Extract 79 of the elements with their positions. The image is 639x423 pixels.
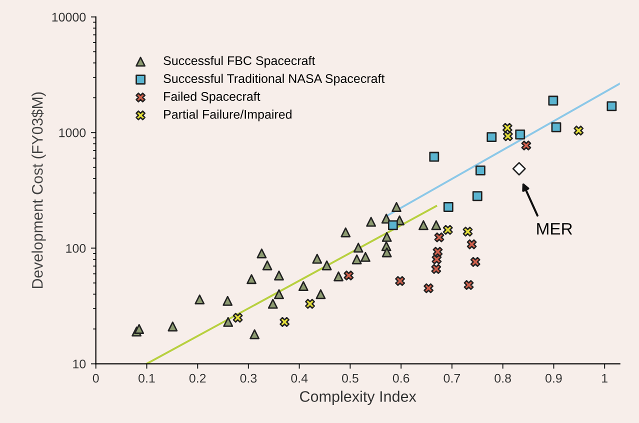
- y-axis-title: Development Cost (FY03$M): [31, 92, 46, 288]
- point: [502, 122, 512, 133]
- point: [232, 312, 243, 323]
- point: [312, 254, 322, 264]
- point: [268, 298, 278, 309]
- point: [134, 324, 144, 334]
- x-tick-label: 0.2: [189, 374, 206, 383]
- x-tick-label: 0.3: [240, 374, 257, 383]
- annotation: MER: [537, 223, 572, 235]
- y-tick-label: 100: [66, 244, 86, 253]
- point: [574, 126, 584, 136]
- y-tick-label: 10000: [52, 12, 86, 22]
- x-tick-label: 0.1: [138, 374, 155, 383]
- point: [548, 96, 558, 106]
- x-tick-label: 0.7: [444, 374, 460, 383]
- x-axis-title: Complexity Index: [300, 390, 416, 405]
- point: [392, 202, 402, 212]
- point: [322, 260, 332, 270]
- point: [486, 132, 497, 142]
- point: [298, 281, 308, 292]
- point: [606, 101, 617, 112]
- legend-label: Successful Traditional NASA Spacecraft: [164, 74, 385, 86]
- y-tick-label: 10: [73, 360, 86, 368]
- point: [382, 232, 392, 242]
- x-tick-label: 0.8: [494, 374, 511, 383]
- point: [475, 165, 486, 176]
- point: [424, 283, 434, 294]
- legend-label: Successful FBC Spacecraft: [164, 56, 316, 68]
- point: [551, 122, 562, 132]
- point: [431, 220, 442, 230]
- point: [443, 202, 454, 212]
- point: [432, 246, 443, 257]
- point: [512, 162, 526, 176]
- point: [360, 252, 370, 262]
- point: [316, 289, 326, 300]
- point: [442, 224, 453, 235]
- point: [340, 227, 351, 238]
- point: [274, 289, 284, 300]
- x-tick-label: 0.6: [392, 374, 410, 383]
- y-tick-label: 1000: [59, 128, 86, 138]
- point: [274, 270, 284, 280]
- point: [462, 226, 473, 237]
- x-tick-label: 0: [92, 374, 99, 383]
- x-tick-label: 0.5: [342, 374, 358, 383]
- point: [223, 316, 234, 327]
- point: [250, 329, 260, 340]
- point: [246, 274, 256, 284]
- point: [334, 271, 344, 282]
- point: [431, 264, 442, 274]
- x-tick-label: 0.9: [545, 374, 562, 383]
- point: [472, 191, 482, 202]
- x-tick-label: 1: [602, 374, 608, 383]
- point: [470, 256, 480, 267]
- point: [366, 216, 376, 227]
- point: [353, 242, 364, 253]
- point: [344, 270, 354, 280]
- point: [515, 130, 526, 140]
- point: [194, 294, 205, 304]
- point: [168, 322, 178, 332]
- point: [352, 254, 362, 264]
- point: [256, 248, 267, 258]
- point: [262, 260, 272, 270]
- point: [429, 152, 440, 162]
- point: [418, 220, 428, 230]
- point: [466, 239, 477, 250]
- point: [305, 298, 315, 309]
- legend-label: Partial Failure/Impaired: [164, 110, 292, 122]
- point: [464, 280, 474, 290]
- point: [382, 247, 392, 258]
- x-tick-label: 0.4: [291, 374, 308, 383]
- point: [222, 296, 233, 306]
- point: [395, 276, 406, 286]
- legend-label: Failed Spacecraft: [164, 92, 260, 104]
- point: [502, 131, 513, 142]
- point: [280, 316, 290, 327]
- point: [432, 254, 442, 264]
- point: [388, 220, 398, 230]
- point: [521, 140, 532, 150]
- point: [434, 232, 444, 242]
